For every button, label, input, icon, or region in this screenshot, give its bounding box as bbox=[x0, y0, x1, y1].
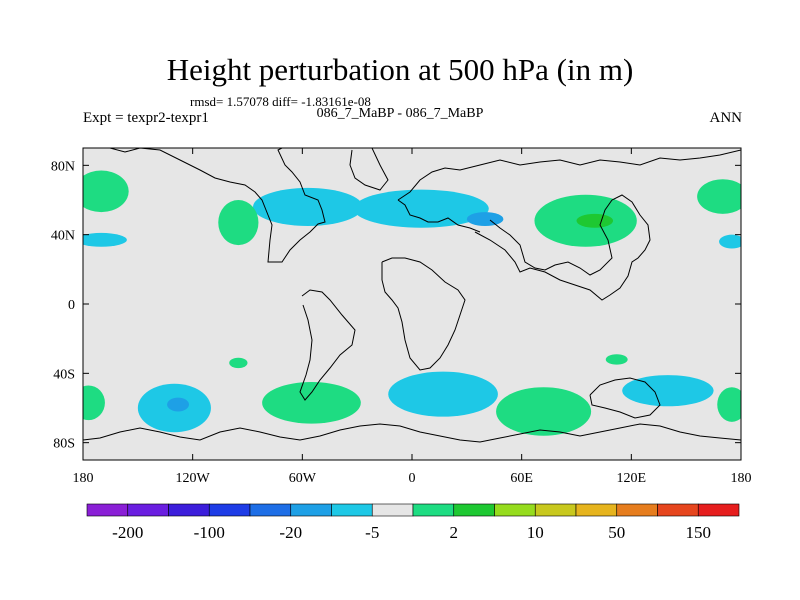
field-region bbox=[388, 371, 498, 417]
field-region bbox=[218, 200, 259, 246]
colorbar-swatch bbox=[575, 503, 618, 517]
colorbar-label: -200 bbox=[112, 523, 143, 542]
coastline-south-america bbox=[299, 289, 356, 401]
field-region bbox=[167, 397, 190, 412]
field-region bbox=[717, 387, 741, 422]
field-region bbox=[576, 213, 614, 228]
field-region bbox=[719, 234, 741, 249]
coastlines bbox=[83, 148, 741, 443]
chart-subtitle: 086_7_MaBP - 086_7_MaBP bbox=[316, 106, 484, 121]
field-region bbox=[83, 170, 129, 213]
field-region bbox=[353, 189, 489, 228]
coastline-asia-south bbox=[474, 194, 651, 301]
y-tick-label: 0 bbox=[68, 298, 75, 313]
chart-title: Height perturbation at 500 hPa (in m) bbox=[166, 52, 634, 87]
x-tick-label: 60W bbox=[289, 471, 317, 486]
field-region bbox=[466, 212, 504, 226]
colorbar-swatch bbox=[331, 503, 373, 517]
colorbar-swatch bbox=[208, 503, 251, 517]
colorbar-swatch bbox=[290, 503, 332, 517]
colorbar-label: -100 bbox=[194, 523, 225, 542]
colorbar-swatch bbox=[453, 503, 495, 517]
field-region bbox=[622, 375, 714, 407]
field-region bbox=[229, 357, 248, 369]
y-tick-label: 40S bbox=[53, 367, 75, 382]
x-tick-label: 60E bbox=[510, 471, 533, 486]
colorbar-swatch bbox=[127, 503, 169, 517]
colorbar-swatch bbox=[86, 503, 129, 517]
field-region bbox=[262, 382, 361, 424]
field-region bbox=[496, 387, 592, 436]
season-label: ANN bbox=[709, 110, 743, 126]
field-region bbox=[83, 385, 105, 421]
colorbar-label: 2 bbox=[450, 523, 459, 542]
y-tick-label: 80N bbox=[51, 159, 75, 174]
colorbar: -200 -100 -20 -5 2 10 50 150 bbox=[86, 503, 740, 542]
colorbar-swatch bbox=[168, 503, 210, 517]
colorbar-label: 50 bbox=[608, 523, 625, 542]
y-tick-label: 40N bbox=[51, 229, 75, 244]
colorbar-label: -20 bbox=[279, 523, 302, 542]
coastline-europe-med bbox=[397, 199, 481, 233]
colorbar-swatch bbox=[494, 503, 536, 517]
coastline-north-america bbox=[107, 148, 326, 263]
colorbar-label: 10 bbox=[527, 523, 544, 542]
colorbar-swatch bbox=[249, 503, 292, 517]
x-tick-label: 0 bbox=[409, 471, 416, 486]
colorbar-swatch bbox=[534, 503, 577, 517]
field-regions bbox=[83, 170, 741, 436]
coastline-australia bbox=[589, 377, 661, 419]
x-axis: 180 120W 60W 0 60E 120E 180 bbox=[73, 148, 752, 486]
x-tick-label: 180 bbox=[73, 471, 94, 486]
coastline-eurasia bbox=[397, 149, 741, 201]
colorbar-label: 150 bbox=[686, 523, 712, 542]
colorbar-label: -5 bbox=[365, 523, 379, 542]
stats-text: rmsd= 1.57078 diff= -1.83161e-08 bbox=[190, 94, 371, 109]
colorbar-swatch bbox=[697, 503, 740, 517]
field-region bbox=[605, 354, 628, 365]
experiment-label: Expt = texpr2-texpr1 bbox=[83, 110, 209, 126]
field-region bbox=[697, 179, 741, 214]
x-tick-label: 120E bbox=[617, 471, 647, 486]
colorbar-swatch bbox=[412, 503, 455, 517]
colorbar-swatch bbox=[657, 503, 699, 517]
coastline-antarctica bbox=[83, 423, 741, 443]
y-axis: 80N 40N 0 40S 80S bbox=[51, 159, 741, 452]
coastline-greenland bbox=[349, 148, 389, 191]
y-tick-label: 80S bbox=[53, 437, 75, 452]
colorbar-swatch bbox=[616, 503, 658, 517]
x-tick-label: 180 bbox=[731, 471, 752, 486]
coastline-africa bbox=[381, 257, 466, 371]
field-region bbox=[83, 232, 127, 247]
field-region bbox=[252, 187, 363, 226]
x-tick-label: 120W bbox=[176, 471, 211, 486]
colorbar-swatch bbox=[371, 503, 414, 517]
